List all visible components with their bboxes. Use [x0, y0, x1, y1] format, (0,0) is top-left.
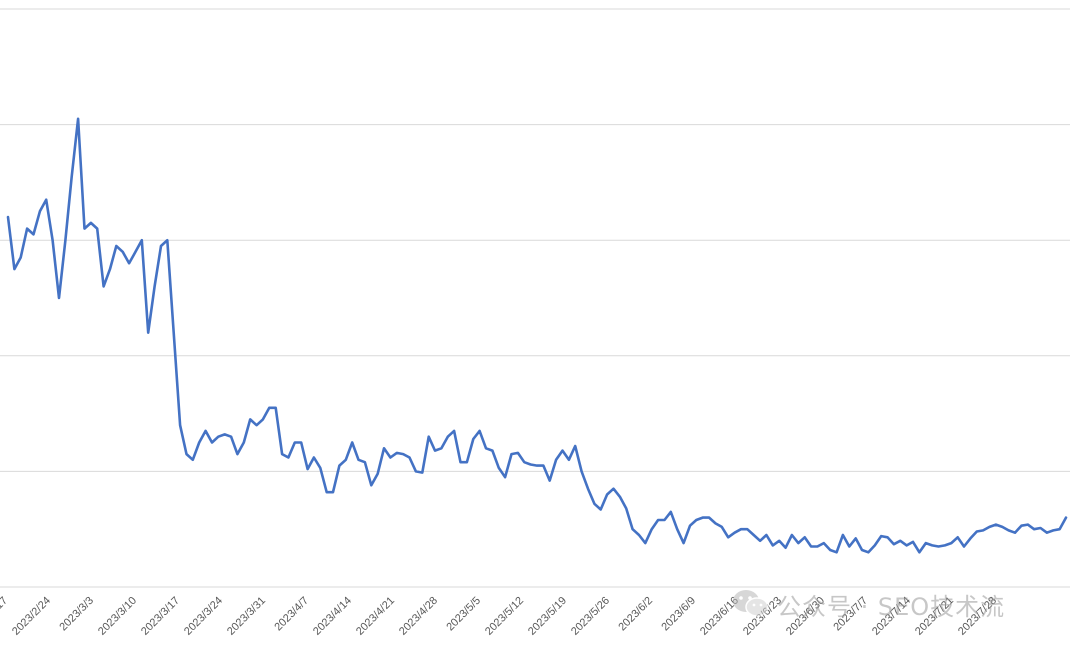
- x-tick-label: 2023/4/7: [272, 595, 311, 634]
- gridlines: [0, 8, 1070, 472]
- x-tick-label: 2023/6/2: [616, 595, 655, 634]
- x-tick-label: 2023/5/26: [569, 595, 612, 638]
- watermark: 公众号 · SEO技术流: [731, 584, 1005, 624]
- series-line: [6, 117, 1068, 554]
- x-tick-label: 2023/3/31: [225, 595, 268, 638]
- x-tick-label: 2023/3/3: [57, 595, 96, 634]
- wechat-icon: [733, 590, 769, 617]
- series-group: [6, 117, 1068, 554]
- x-tick-label: 2023/4/21: [354, 595, 397, 638]
- x-tick-label: 2023/5/5: [444, 595, 483, 634]
- x-tick-label: 2023/2/24: [10, 595, 53, 638]
- x-tick-label: 2023/3/17: [139, 595, 182, 638]
- x-tick-label: 2023/4/28: [397, 595, 440, 638]
- x-tick-label: 2023/5/19: [526, 595, 569, 638]
- watermark-text: 公众号 · SEO技术流: [777, 592, 1006, 621]
- x-tick-label: 2023/3/10: [96, 595, 139, 638]
- x-tick-label: 2023/6/9: [659, 595, 698, 634]
- x-tick-label: 2023/2/17: [0, 595, 10, 638]
- x-tick-label: 2023/3/24: [182, 595, 225, 638]
- x-tick-label: 2023/5/12: [483, 595, 526, 638]
- x-tick-label: 2023/4/14: [311, 595, 354, 638]
